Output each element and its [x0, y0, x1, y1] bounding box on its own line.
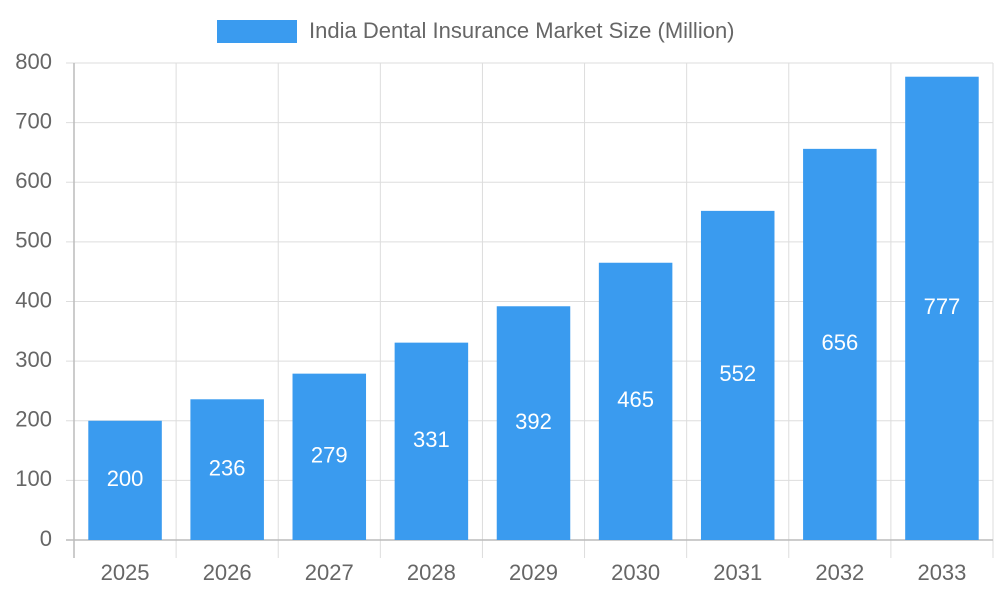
x-tick-label: 2033	[917, 560, 966, 585]
bar	[598, 262, 673, 540]
bar	[190, 399, 264, 540]
legend-swatch	[217, 20, 297, 43]
y-tick-label: 300	[15, 347, 52, 372]
y-tick-label: 400	[15, 287, 52, 312]
y-tick-label: 600	[15, 168, 52, 193]
bar	[803, 148, 877, 541]
data-label: 656	[821, 330, 858, 355]
bar	[394, 342, 469, 540]
x-tick-label: 2027	[305, 560, 354, 585]
data-label: 279	[311, 443, 348, 468]
legend-label: India Dental Insurance Market Size (Mill…	[309, 18, 735, 43]
bar	[700, 210, 775, 540]
y-tick-label: 100	[15, 466, 52, 491]
x-tick-label: 2032	[815, 560, 864, 585]
bar	[905, 76, 979, 541]
x-tick-label: 2031	[713, 560, 762, 585]
bar	[496, 306, 571, 540]
data-label: 777	[924, 294, 961, 319]
data-label: 465	[617, 387, 654, 412]
y-tick-label: 0	[40, 526, 52, 551]
bar	[88, 420, 162, 540]
data-label: 331	[413, 427, 450, 452]
y-tick-label: 700	[15, 108, 52, 133]
x-tick-label: 2028	[407, 560, 456, 585]
bar	[292, 373, 367, 540]
data-label: 200	[107, 466, 144, 491]
x-tick-label: 2030	[611, 560, 660, 585]
x-tick-label: 2026	[203, 560, 252, 585]
x-tick-label: 2029	[509, 560, 558, 585]
y-tick-label: 200	[15, 407, 52, 432]
data-label: 552	[719, 361, 756, 386]
data-label: 236	[209, 455, 246, 480]
x-tick-label: 2025	[101, 560, 150, 585]
y-tick-label: 500	[15, 228, 52, 253]
data-label: 392	[515, 409, 552, 434]
y-tick-label: 800	[15, 49, 52, 74]
